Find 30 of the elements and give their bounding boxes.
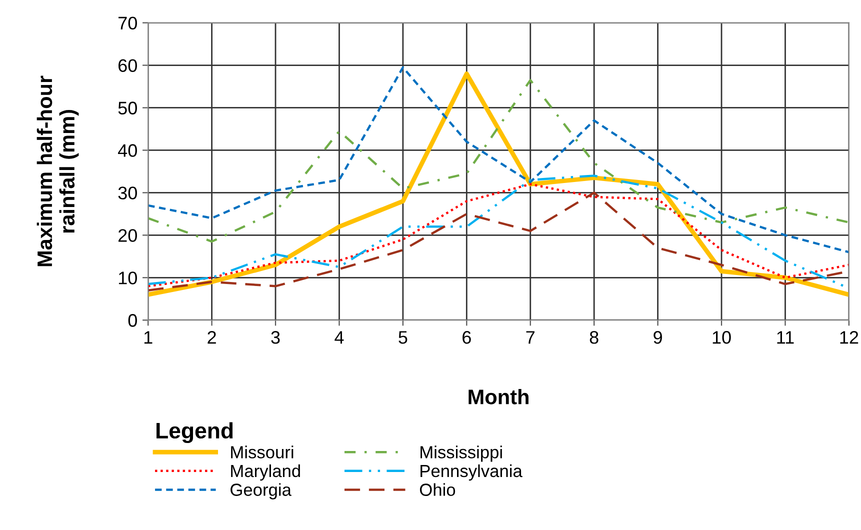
x-tick-label: 7 bbox=[526, 331, 534, 344]
x-tick-label: 6 bbox=[462, 331, 471, 344]
legend-label: Pennsylvania bbox=[420, 464, 522, 481]
x-tick-label: 1 bbox=[144, 331, 152, 344]
x-tick-label: 11 bbox=[777, 331, 794, 344]
x-tick-label: 4 bbox=[334, 331, 344, 344]
x-tick-label: 2 bbox=[208, 331, 216, 344]
y-tick-label: 50 bbox=[118, 102, 137, 114]
x-tick-label: 12 bbox=[840, 331, 858, 344]
legend-label: Georgia bbox=[230, 483, 292, 500]
x-tick-label: 3 bbox=[271, 331, 280, 344]
legend-title: Legend bbox=[156, 422, 233, 444]
y-tick-label: 70 bbox=[118, 16, 137, 30]
y-tick-label: 20 bbox=[118, 229, 137, 242]
y-tick-label: 30 bbox=[118, 186, 137, 200]
x-tick-label: 9 bbox=[654, 331, 662, 344]
line-series bbox=[148, 72, 849, 297]
legend-label: Mississippi bbox=[420, 446, 502, 462]
legend-label: Maryland bbox=[231, 464, 300, 481]
legend-label: Missouri bbox=[231, 446, 294, 458]
y-tick-label: 60 bbox=[118, 59, 137, 72]
x-tick-label: 10 bbox=[712, 331, 731, 344]
legend-label: Ohio bbox=[420, 483, 456, 496]
y-tick-label: 40 bbox=[118, 144, 137, 157]
x-tick-label: 8 bbox=[590, 331, 598, 344]
x-axis-title: Month bbox=[468, 389, 528, 404]
y-tick-label: 10 bbox=[118, 272, 137, 284]
y-tick-label: 0 bbox=[128, 314, 137, 327]
y-axis-title: Maximum half-hour rainfall (mm) bbox=[36, 76, 79, 266]
x-tick-label: 5 bbox=[398, 331, 408, 344]
